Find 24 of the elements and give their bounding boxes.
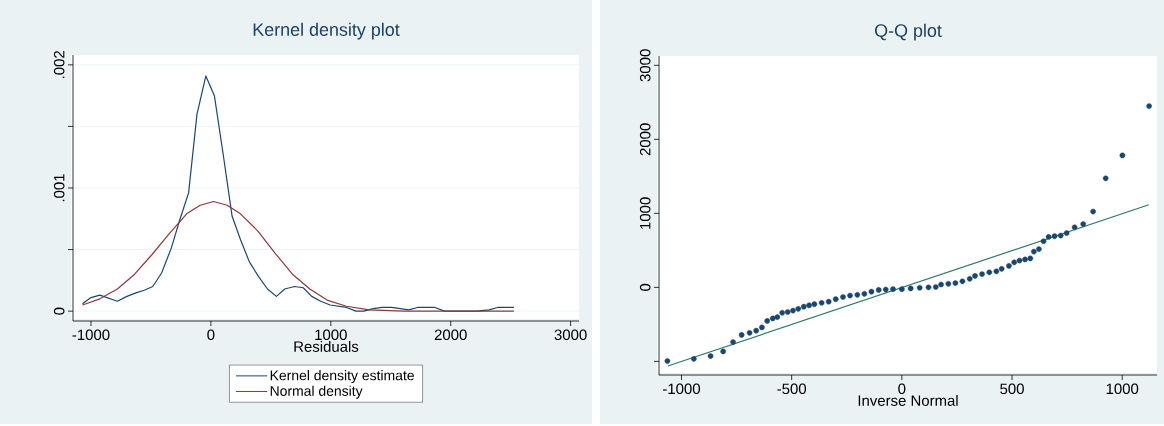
y-tick-label: 0 [53, 307, 65, 315]
x-tick-label: 0 [898, 383, 906, 395]
x-tick-label: 2000 [434, 329, 467, 341]
legend-label: Normal density [270, 385, 363, 399]
x-tick-label: -1000 [72, 329, 110, 341]
y-tick-label: .001 [53, 174, 65, 202]
chart-title: Q-Q plot [874, 23, 942, 41]
chart-title: Kernel density plot [253, 22, 400, 40]
x-tick-label: 0 [207, 329, 215, 341]
y-tick-label: 0 [639, 283, 651, 291]
y-tick-label: 3000 [639, 49, 651, 82]
legend-label: Kernel density estimate [270, 370, 414, 384]
y-tick-label: 2000 [639, 123, 651, 156]
x-tick-label: -500 [777, 383, 807, 395]
x-axis-title: Residuals [294, 340, 359, 352]
x-tick-label: 3000 [554, 329, 587, 341]
x-tick-label: 1000 [1106, 383, 1139, 395]
line-series [81, 200, 515, 312]
y-tick-label: 1000 [639, 197, 651, 229]
y-tick-label: .002 [53, 51, 65, 79]
x-tick-label: -1000 [663, 383, 700, 395]
x-axis-title: Inverse Normal [858, 394, 958, 406]
x-tick-label: 1000 [315, 329, 347, 341]
x-tick-label: 500 [1000, 383, 1024, 395]
